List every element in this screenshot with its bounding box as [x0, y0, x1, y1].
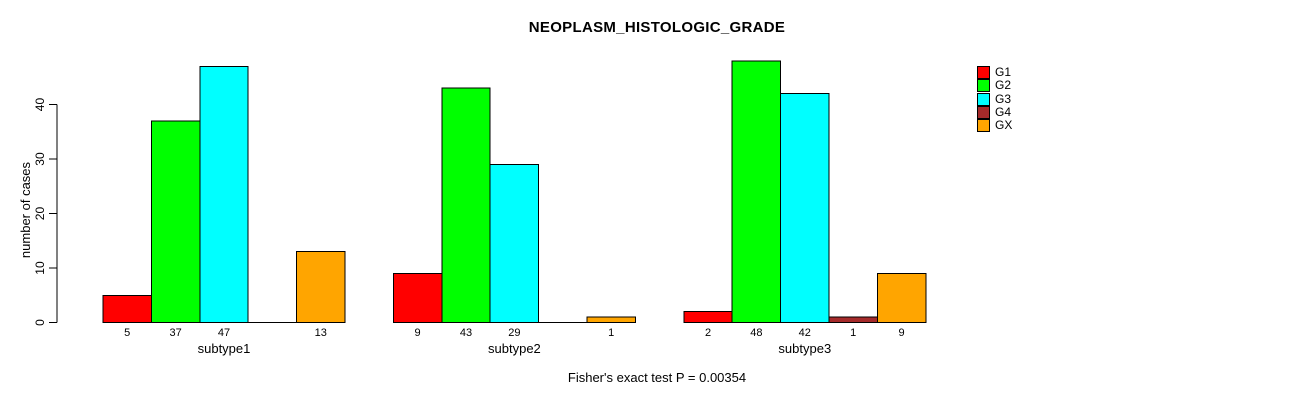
bar-value-label-G2-subtype3: 48	[750, 327, 762, 339]
legend-label-G2: G2	[995, 78, 1012, 93]
legend-entry-G4: G4	[977, 105, 1012, 120]
legend-label-G1: G1	[995, 65, 1012, 80]
legend-label-G3: G3	[995, 91, 1012, 106]
bar-G1-subtype3	[683, 311, 733, 324]
bar-value-label-G3-subtype2: 29	[508, 327, 520, 339]
y-tick-label: 10	[33, 261, 47, 275]
bar-value-label-G2-subtype1: 37	[169, 327, 181, 339]
bar-value-label-G3-subtype3: 42	[799, 327, 811, 339]
legend-swatch-G1	[977, 66, 990, 80]
bar-G4-subtype3	[828, 316, 878, 323]
legend-label-GX: GX	[995, 118, 1013, 133]
category-label-subtype2: subtype2	[488, 341, 541, 356]
bar-value-label-G3-subtype1: 47	[218, 327, 230, 339]
legend-swatch-G2	[977, 79, 990, 93]
bar-G2-subtype2	[441, 87, 491, 324]
bar-value-label-G1-subtype1: 5	[124, 327, 130, 339]
legend-swatch-GX	[977, 119, 990, 133]
chart-title: NEOPLASM_HISTOLOGIC_GRADE	[528, 19, 786, 36]
legend-entry-G3: G3	[977, 91, 1012, 106]
legend-swatch-G4	[977, 106, 990, 120]
category-label-subtype1: subtype1	[198, 341, 251, 356]
legend-entry-G1: G1	[977, 65, 1012, 80]
bar-value-label-GX-subtype1: 13	[315, 327, 327, 339]
bar-G3-subtype1	[199, 65, 249, 323]
bar-value-label-GX-subtype3: 9	[899, 327, 905, 339]
bar-value-label-G1-subtype3: 2	[705, 327, 711, 339]
bar-G1-subtype1	[102, 294, 152, 323]
bar-G3-subtype3	[780, 93, 830, 323]
bar-GX-subtype1	[296, 251, 346, 323]
legend-swatch-G3	[977, 92, 990, 106]
bar-value-label-G4-subtype3: 1	[850, 327, 856, 339]
bar-GX-subtype2	[586, 316, 636, 323]
y-tick-label: 30	[33, 152, 47, 166]
bar-G2-subtype1	[150, 120, 201, 323]
bar-GX-subtype3	[876, 272, 927, 324]
bar-G2-subtype3	[731, 60, 782, 324]
legend: G1 G2 G3 G4 GX	[977, 65, 1013, 133]
category-label-subtype3: subtype3	[778, 341, 831, 356]
y-tick-label: 0	[33, 319, 47, 326]
legend-label-G4: G4	[995, 105, 1012, 120]
bar-value-label-GX-subtype2: 1	[608, 327, 614, 339]
bar-value-label-G1-subtype2: 9	[415, 327, 421, 339]
legend-entry-GX: GX	[977, 118, 1013, 133]
y-tick-label: 40	[33, 98, 47, 112]
fisher-test-annotation: Fisher's exact test P = 0.00354	[567, 370, 747, 385]
bar-G3-subtype2	[489, 163, 540, 323]
bar-value-label-G2-subtype2: 43	[460, 327, 472, 339]
legend-entry-G2: G2	[977, 78, 1012, 93]
y-tick-label: 20	[33, 207, 47, 221]
bar-G1-subtype2	[392, 272, 443, 324]
